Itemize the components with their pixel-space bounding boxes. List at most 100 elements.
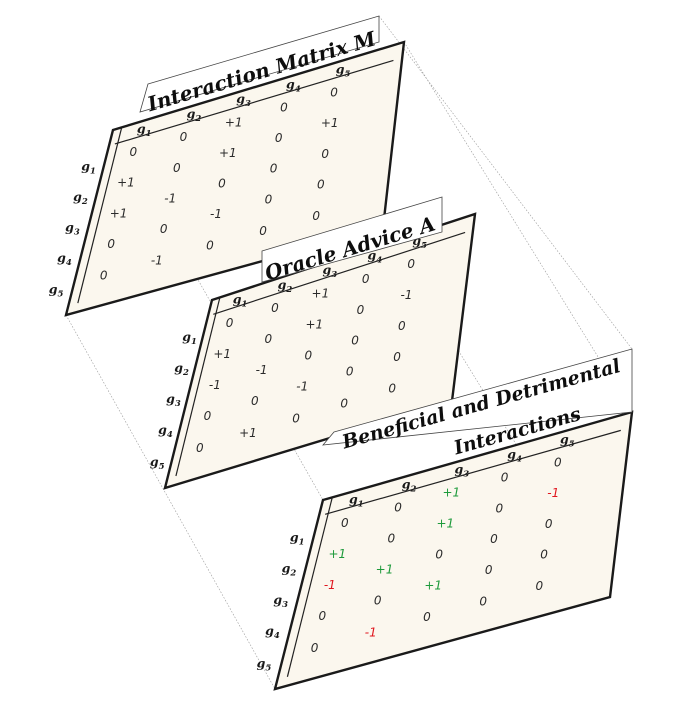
- matrix-cell: +1: [376, 563, 394, 577]
- matrix-cell: 0: [173, 161, 181, 175]
- matrix-cell: 0: [398, 319, 406, 333]
- matrix-cell: +1: [225, 115, 243, 129]
- matrix-cell: 0: [275, 131, 283, 145]
- matrix-cell: +1: [312, 287, 330, 301]
- matrix-cell: 0: [292, 411, 300, 425]
- matrix-cell: 0: [341, 516, 349, 530]
- matrix-cell: 0: [394, 501, 402, 515]
- matrix-cell: 0: [490, 532, 498, 546]
- matrix-cell: 0: [554, 455, 562, 469]
- row-header-g3: g3: [166, 391, 181, 409]
- matrix-cell: -1: [547, 486, 559, 500]
- matrix-cell: 0: [107, 237, 115, 251]
- row-header-g5: g5: [257, 655, 272, 673]
- matrix-cell: 0: [264, 332, 272, 346]
- row-header-g1: g1: [81, 159, 96, 177]
- row-divider: [77, 128, 123, 304]
- matrix-cell: 0: [100, 268, 108, 282]
- row-divider: [286, 498, 333, 677]
- matrix-cell: 0: [536, 579, 544, 593]
- matrix-cell: 0: [545, 517, 553, 531]
- matrix-cell: +1: [213, 347, 231, 361]
- matrix-cell: 0: [271, 301, 279, 315]
- matrix-cell: 0: [160, 222, 168, 236]
- matrix-cell: 0: [388, 382, 396, 396]
- matrix-cell: -1: [296, 379, 308, 393]
- matrix-cell: 0: [540, 547, 548, 561]
- matrix-cell: 0: [270, 162, 278, 176]
- matrix-cell: 0: [387, 532, 395, 546]
- matrix-cell: 0: [280, 100, 288, 114]
- matrix-cell: 0: [423, 610, 431, 624]
- title-card: [261, 196, 443, 283]
- matrix-cell: 0: [357, 303, 365, 317]
- matrix-cell: 0: [311, 641, 319, 655]
- matrix-panel-3: g1g2g3g4g5g1g2g3g4g500+100+10+10-1-1+100…: [257, 410, 634, 691]
- guide-line: [403, 41, 633, 413]
- matrix-cell: +1: [219, 146, 237, 160]
- matrix-cell: -1: [324, 578, 336, 592]
- matrix-cell: 0: [330, 85, 338, 99]
- matrix-cell: -1: [151, 253, 163, 267]
- matrix-cell: 0: [351, 334, 359, 348]
- row-header-g4: g4: [265, 623, 280, 641]
- matrix-cell: +1: [110, 206, 128, 220]
- matrix-cell: 0: [435, 547, 443, 561]
- title-card: [139, 15, 380, 113]
- matrix-cell: 0: [206, 239, 214, 253]
- matrix-cell: 0: [304, 348, 312, 362]
- matrix-cell: -1: [256, 363, 268, 377]
- matrix-cell: 0: [218, 177, 226, 191]
- matrix-cell: +1: [117, 176, 135, 190]
- matrix-cell: 0: [317, 177, 325, 191]
- matrix-cell: +1: [305, 317, 323, 331]
- matrix-cell: +1: [436, 517, 454, 531]
- header-divider: [324, 429, 621, 515]
- matrix-cell: 0: [251, 394, 259, 408]
- header-divider: [213, 231, 466, 315]
- matrix-cell: 0: [362, 272, 370, 286]
- matrix-cell: +1: [239, 426, 257, 440]
- row-header-g3: g3: [273, 592, 288, 610]
- matrix-cell: 0: [495, 501, 503, 515]
- row-header-g4: g4: [57, 250, 72, 268]
- matrix-cell: 0: [485, 563, 493, 577]
- matrix-cell: +1: [443, 486, 461, 500]
- matrix-cell: 0: [501, 471, 509, 485]
- matrix-cell: -1: [210, 207, 222, 221]
- matrix-cell: 0: [318, 609, 326, 623]
- row-header-g3: g3: [65, 220, 80, 238]
- matrix-cell: 0: [479, 595, 487, 609]
- matrix-cell: +1: [424, 578, 442, 592]
- matrix-layers: g1 g2 g3 g4 g5 g1 g2 g3 g4 g5 0 0 +1 0 0 +1 0 +1 0 +1 +1 -1 0 0…: [49, 15, 634, 691]
- guide-line: [378, 15, 633, 350]
- matrix-cell: 0: [346, 365, 354, 379]
- matrix-cell: +1: [328, 547, 346, 561]
- row-header-g1: g1: [290, 529, 305, 547]
- matrix-cell: +1: [321, 116, 339, 130]
- matrix-cell: 0: [259, 224, 267, 238]
- row-header-g1: g1: [182, 329, 197, 347]
- row-header-g5: g5: [150, 454, 165, 472]
- matrix-cell: -1: [209, 378, 221, 392]
- matrix-cell: 0: [196, 441, 204, 455]
- matrix-cell: -1: [164, 191, 176, 205]
- matrix-cell: 0: [226, 316, 234, 330]
- matrix-cell: 0: [129, 145, 137, 159]
- matrix-cell: 0: [407, 257, 415, 271]
- matrix-cell: 0: [204, 409, 212, 423]
- guide-line: [65, 314, 276, 690]
- matrix-cell: 0: [265, 192, 273, 206]
- matrix-cell: 0: [180, 130, 188, 144]
- row-header-g4: g4: [158, 422, 173, 440]
- matrix-cell: -1: [400, 288, 412, 302]
- matrix-cell: 0: [374, 594, 382, 608]
- row-header-g2: g2: [282, 561, 297, 579]
- title-card: [322, 348, 633, 446]
- matrix-cell: 0: [321, 147, 329, 161]
- matrix-panel-1: g1g2g3g4g5g1g2g3g4g500+100+10+10+1+1-100…: [49, 40, 406, 317]
- header-divider: [114, 59, 394, 145]
- row-divider: [175, 298, 221, 477]
- row-header-g5: g5: [49, 282, 64, 300]
